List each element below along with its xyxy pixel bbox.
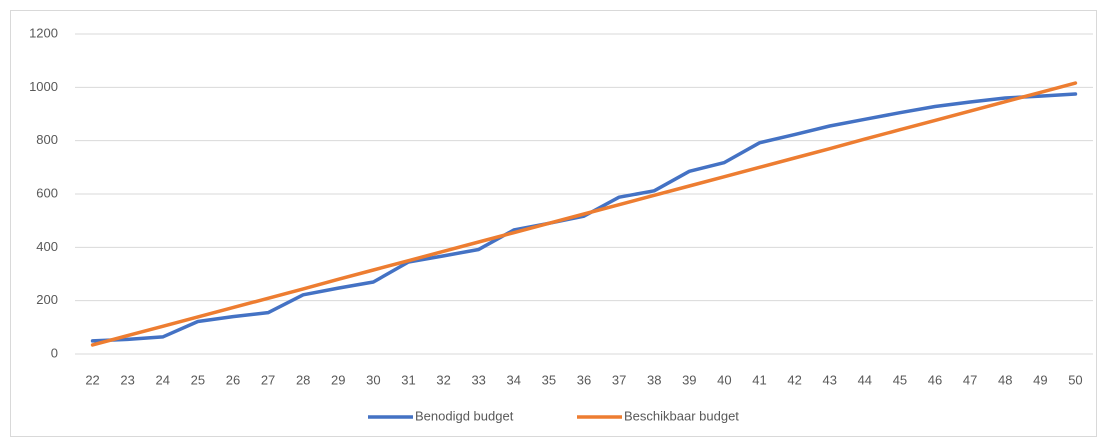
x-tick-label: 35 <box>542 372 556 387</box>
series-line <box>90 92 1078 343</box>
y-tick-label: 1200 <box>29 25 58 40</box>
y-tick-label: 600 <box>36 185 58 200</box>
x-tick-label: 44 <box>858 372 872 387</box>
x-tick-label: 48 <box>998 372 1012 387</box>
x-tick-label: 50 <box>1068 372 1082 387</box>
x-tick-label: 39 <box>682 372 696 387</box>
x-tick-label: 23 <box>120 372 134 387</box>
x-tick-label: 47 <box>963 372 977 387</box>
x-tick-label: 27 <box>261 372 275 387</box>
y-tick-label: 0 <box>51 345 58 360</box>
x-tick-label: 31 <box>401 372 415 387</box>
x-tick-label: 25 <box>191 372 205 387</box>
y-tick-label: 1000 <box>29 79 58 94</box>
series-line <box>90 81 1078 347</box>
x-tick-label: 37 <box>612 372 626 387</box>
x-tick-label: 26 <box>226 372 240 387</box>
y-tick-label: 400 <box>36 239 58 254</box>
x-tick-label: 40 <box>717 372 731 387</box>
x-tick-label: 22 <box>85 372 99 387</box>
x-tick-label: 46 <box>928 372 942 387</box>
x-tick-label: 29 <box>331 372 345 387</box>
y-tick-label: 800 <box>36 132 58 147</box>
x-tick-label: 45 <box>893 372 907 387</box>
x-tick-label: 36 <box>577 372 591 387</box>
y-tick-label: 200 <box>36 292 58 307</box>
legend-label: Benodigd budget <box>415 408 514 423</box>
x-tick-label: 34 <box>507 372 521 387</box>
x-tick-label: 42 <box>787 372 801 387</box>
x-tick-label: 24 <box>156 372 170 387</box>
x-tick-label: 41 <box>752 372 766 387</box>
x-tick-label: 49 <box>1033 372 1047 387</box>
x-tick-label: 28 <box>296 372 310 387</box>
x-tick-label: 43 <box>822 372 836 387</box>
x-tick-label: 30 <box>366 372 380 387</box>
x-tick-label: 38 <box>647 372 661 387</box>
x-tick-label: 32 <box>436 372 450 387</box>
x-tick-label: 33 <box>471 372 485 387</box>
legend-label: Beschikbaar budget <box>624 408 739 423</box>
